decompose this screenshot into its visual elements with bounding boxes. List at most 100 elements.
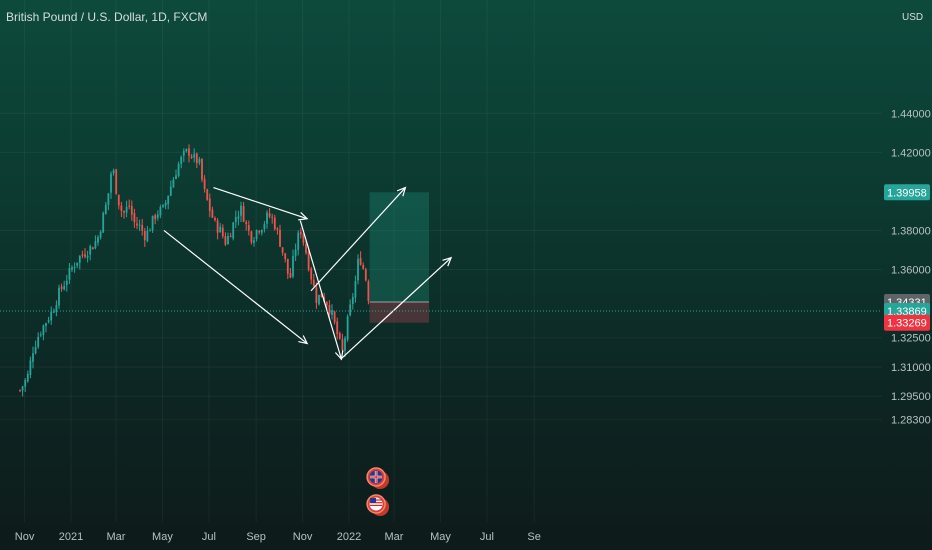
- x-tick-label: Nov: [15, 531, 35, 543]
- trend-arrow-line: [213, 186, 308, 220]
- candle: [143, 231, 146, 241]
- candle: [149, 230, 151, 232]
- candle: [195, 153, 198, 164]
- candle: [125, 206, 128, 213]
- candle: [78, 255, 81, 263]
- candle: [112, 170, 115, 174]
- candle: [185, 149, 188, 152]
- candles: [19, 144, 370, 397]
- time-axis[interactable]: Nov 2021 Mar May Jul Sep Nov 2022 Mar May Jul Se: [15, 531, 541, 543]
- event-markers: [366, 467, 390, 516]
- candle: [260, 229, 263, 233]
- candle: [338, 332, 341, 339]
- candle: [294, 249, 297, 257]
- x-tick-label: Jul: [480, 531, 494, 543]
- candle: [24, 379, 27, 387]
- candle: [357, 258, 359, 281]
- candle: [268, 213, 271, 217]
- candle: [227, 235, 229, 245]
- stop-zone: [369, 301, 430, 323]
- candle: [240, 205, 242, 216]
- candle: [315, 287, 318, 303]
- candle: [188, 148, 190, 156]
- candle: [154, 215, 157, 220]
- candle: [180, 156, 183, 164]
- trend-arrow-line: [299, 220, 343, 360]
- candle: [253, 240, 255, 243]
- candle: [232, 222, 235, 239]
- trend-arrows: [163, 186, 453, 361]
- candle: [250, 231, 253, 243]
- candle: [351, 296, 354, 304]
- candle: [34, 347, 37, 354]
- x-tick-label: May: [152, 531, 173, 543]
- candle: [47, 320, 50, 322]
- candle: [273, 217, 276, 230]
- candle: [175, 175, 177, 180]
- y-tick-label: 1.38000: [891, 225, 931, 237]
- candle: [247, 225, 250, 231]
- candle: [305, 243, 307, 254]
- x-tick-label: Mar: [106, 531, 125, 543]
- y-tick-label: 1.44000: [891, 108, 931, 120]
- candle: [310, 268, 313, 280]
- y-tick-label: 1.32500: [891, 333, 931, 345]
- candle: [84, 254, 86, 257]
- candle: [94, 241, 97, 249]
- x-tick-label: 2022: [337, 531, 361, 543]
- price-tag-bg: [884, 314, 930, 331]
- candle: [172, 179, 175, 188]
- candle: [328, 305, 331, 315]
- candle: [107, 193, 110, 205]
- candle: [312, 279, 315, 287]
- candle: [349, 304, 352, 316]
- chart-title: British Pound / U.S. Dollar, 1D, FXCM: [6, 10, 208, 24]
- candle: [234, 217, 237, 223]
- candle: [159, 206, 162, 216]
- price-tag-bg: [884, 184, 930, 201]
- candle: [255, 230, 258, 240]
- candle: [258, 231, 261, 233]
- candle: [89, 246, 92, 255]
- uk-flag-icon: [366, 467, 390, 489]
- candle: [68, 268, 71, 280]
- candle: [65, 280, 68, 286]
- candle: [99, 231, 102, 238]
- candle: [359, 258, 362, 265]
- candle: [344, 338, 346, 351]
- candle: [281, 247, 284, 253]
- candle: [91, 247, 94, 250]
- y-tick-label: 1.29500: [891, 391, 931, 403]
- candle: [63, 285, 66, 290]
- x-tick-label: Jul: [202, 531, 216, 543]
- candle: [206, 189, 209, 200]
- candle: [266, 212, 268, 224]
- candle: [141, 224, 144, 231]
- candle: [50, 311, 53, 321]
- candle: [263, 224, 266, 230]
- candle: [284, 253, 287, 260]
- candle: [123, 211, 125, 213]
- candle: [211, 209, 214, 218]
- candle: [346, 316, 349, 340]
- candle: [162, 204, 164, 207]
- y-tick-label: 1.42000: [891, 147, 931, 159]
- candle: [333, 311, 336, 323]
- candle: [110, 173, 112, 193]
- candle: [138, 224, 141, 226]
- candle: [151, 215, 154, 231]
- candle: [292, 256, 294, 277]
- price-tag-label: 1.39958: [887, 187, 927, 199]
- price-axis[interactable]: 1.28300 1.29500 1.31000 1.32500 1.36000 1.380…: [884, 108, 931, 427]
- candle: [117, 194, 120, 206]
- candle: [97, 237, 99, 243]
- candle: [276, 228, 279, 230]
- trend-arrow-head: [396, 186, 407, 197]
- candle: [26, 373, 29, 382]
- candle: [19, 390, 21, 392]
- flag-canton: [370, 498, 377, 503]
- candle: [190, 156, 193, 158]
- candle: [289, 273, 292, 278]
